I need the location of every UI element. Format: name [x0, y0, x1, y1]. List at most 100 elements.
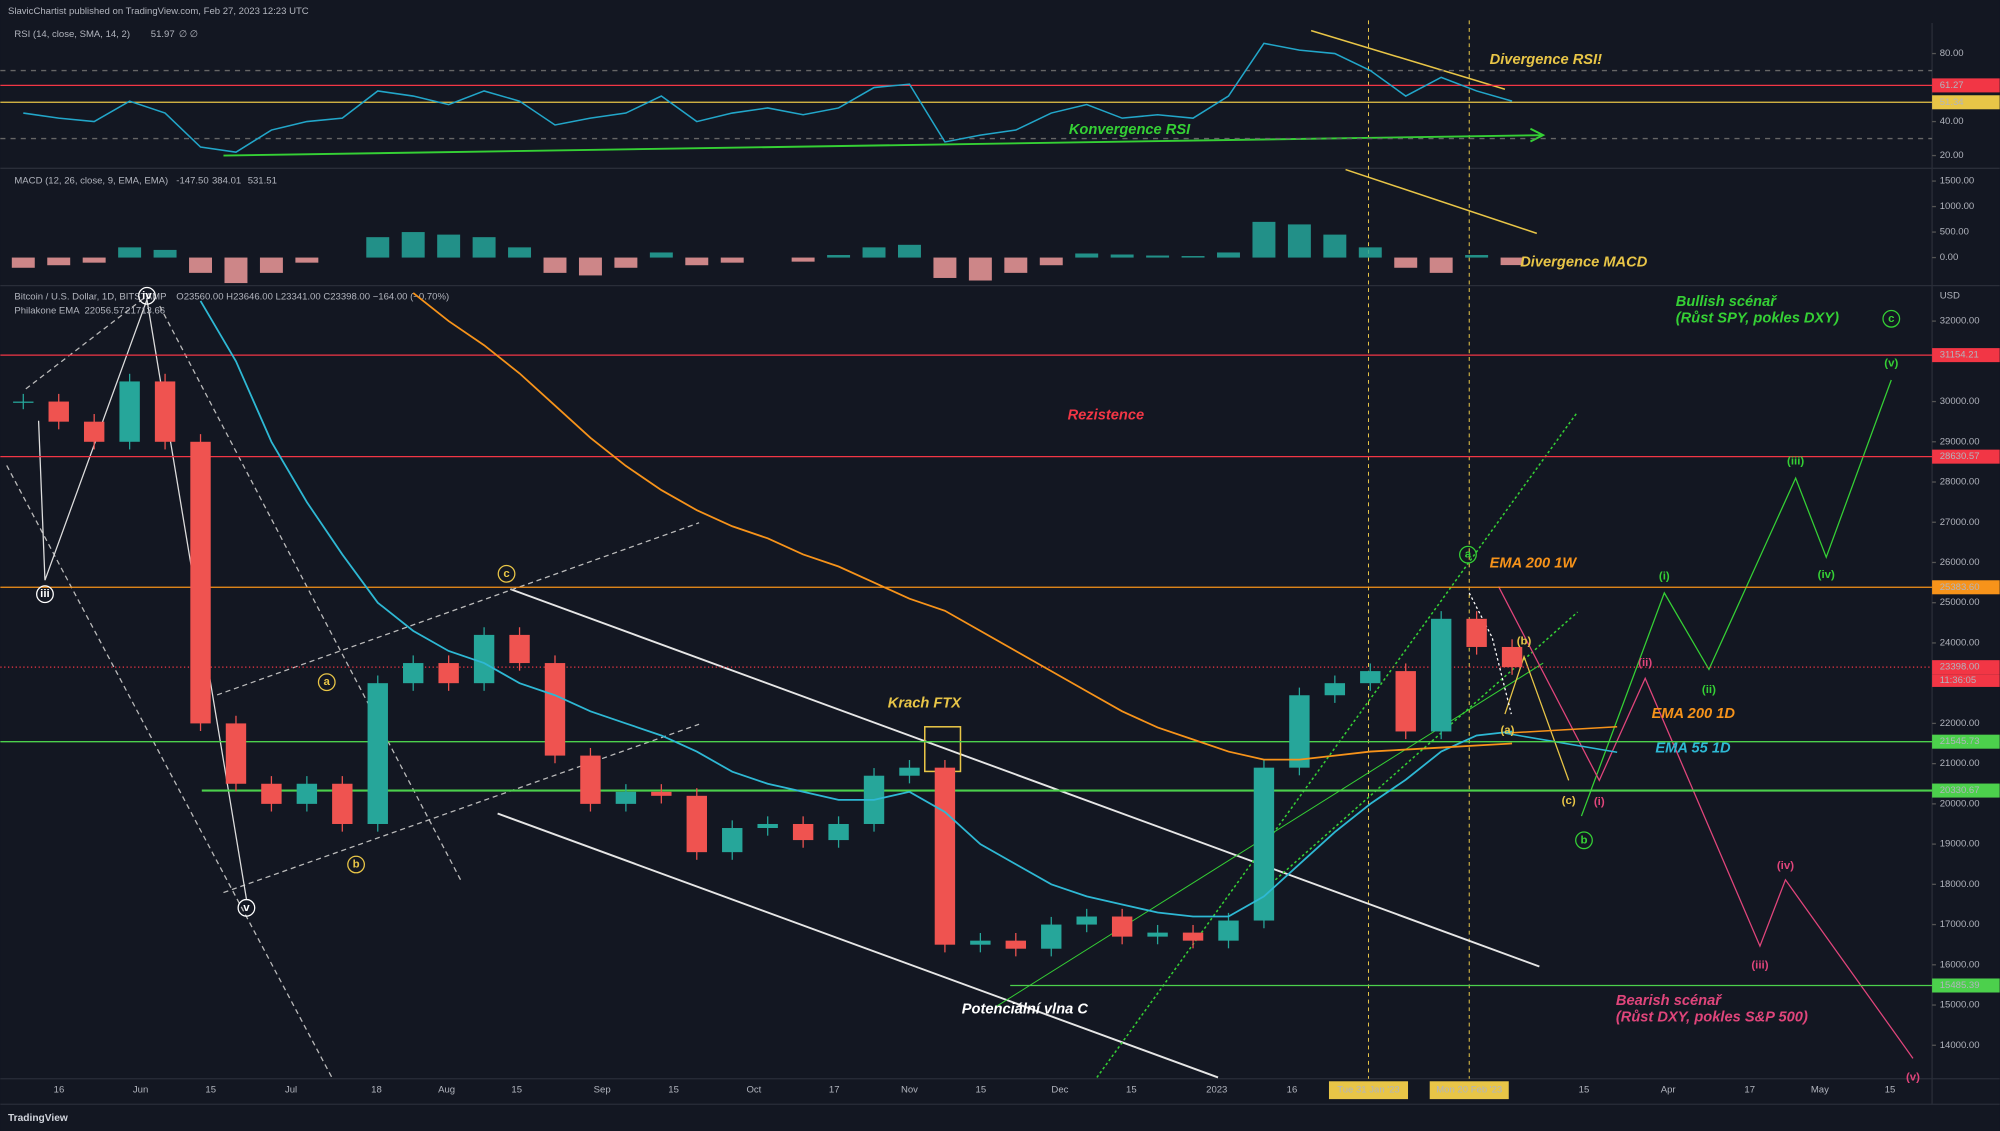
- candle: [828, 823, 849, 841]
- price-legend: Bitcoin / U.S. Dollar, 1D, BITSTAMP: [14, 292, 166, 303]
- candle: [1041, 924, 1062, 949]
- wave-circle: [1882, 309, 1901, 328]
- candle: [296, 783, 318, 804]
- y-tick-label: 22000.00: [1940, 718, 1980, 729]
- macd-bar: [827, 255, 851, 258]
- price-tag: [1932, 660, 2000, 675]
- macd-bar: [472, 237, 496, 258]
- rsi-line: [23, 42, 1513, 153]
- macd-bar: [649, 252, 673, 258]
- candle: [1182, 932, 1204, 941]
- macd-bar: [47, 257, 71, 266]
- macd-bar: [437, 234, 461, 258]
- ema-readout: 22056.57: [84, 306, 124, 317]
- price-tag-label: 28630.57: [1940, 451, 1980, 462]
- wave-label: (c): [1562, 795, 1576, 807]
- price-tag: [1932, 348, 2000, 363]
- x-tick-label: Oct: [746, 1085, 761, 1096]
- annotation: (Růst DXY, pokles S&P 500): [1616, 1009, 1808, 1025]
- macd-bar: [1465, 255, 1489, 258]
- wave-label: (iii): [1787, 456, 1804, 468]
- macd-bar: [614, 257, 638, 268]
- macd-bar: [1217, 252, 1240, 258]
- candle: [367, 683, 388, 824]
- wave-label: (ii): [1702, 684, 1716, 696]
- macd-bar: [1039, 257, 1063, 266]
- wave-label: (v): [1906, 1071, 1920, 1083]
- price-tag: [1932, 580, 2000, 595]
- y-tick-label: 40.00: [1940, 116, 1964, 127]
- price-tag: [1932, 449, 2000, 464]
- price-tag-label: 23398.00: [1940, 662, 1980, 673]
- y-tick-label: 30000.00: [1940, 396, 1980, 407]
- wave-circle: [1459, 545, 1477, 564]
- wave-circle: [1575, 831, 1593, 850]
- unit-label: USD: [1940, 290, 1960, 301]
- candle: [1501, 646, 1523, 668]
- macd-bar: [578, 257, 602, 276]
- candle: [899, 767, 920, 776]
- x-tick-label: 15: [1885, 1085, 1896, 1096]
- candle: [722, 828, 743, 853]
- wave-label: (i): [1659, 570, 1670, 582]
- macd-bar: [543, 257, 567, 273]
- wave-label: b: [1580, 834, 1587, 846]
- macd-bar: [897, 244, 921, 258]
- candle: [13, 401, 34, 403]
- x-tick-label: 18: [371, 1085, 382, 1096]
- candle: [48, 401, 69, 422]
- macd-readout: 384.01: [212, 176, 241, 187]
- macd-bar: [968, 257, 992, 281]
- macd-bar: [1500, 257, 1524, 266]
- price-tag-label: 20330.67: [1940, 785, 1980, 796]
- candle: [473, 634, 495, 684]
- candle: [225, 723, 247, 784]
- macd-bar: [1287, 224, 1311, 258]
- y-tick-label: 27000.00: [1940, 517, 1980, 528]
- macd-bar: [153, 249, 177, 258]
- price-tag-label: 31154.21: [1940, 350, 1979, 361]
- x-tick-label: Nov: [901, 1085, 918, 1096]
- macd-bar: [720, 257, 744, 263]
- annotation: (Růst SPY, pokles DXY): [1676, 311, 1839, 327]
- candle: [1253, 767, 1275, 921]
- candle: [1111, 916, 1133, 937]
- annotation: Krach FTX: [888, 696, 963, 712]
- wave-label: (i): [1594, 796, 1605, 808]
- candle: [332, 783, 353, 824]
- wave-circle: [237, 898, 256, 917]
- annotation: EMA 200 1W: [1490, 555, 1578, 571]
- macd-bar: [1252, 221, 1276, 258]
- annotation: EMA 55 1D: [1655, 740, 1731, 756]
- wave-circle: [497, 564, 516, 583]
- drawings: [6, 20, 1914, 1079]
- wave-label: v: [243, 902, 250, 914]
- candle: [1360, 671, 1381, 684]
- separators: [0, 22, 2000, 1105]
- candle: [757, 823, 778, 829]
- candle: [1289, 695, 1310, 768]
- wave-label: b: [353, 859, 360, 871]
- ema-legend: Philakone EMA: [14, 306, 80, 317]
- price-tag: [1932, 78, 2000, 93]
- wave-label: (b): [1517, 635, 1532, 647]
- macd-bar: [118, 247, 142, 258]
- candle: [1395, 671, 1416, 732]
- macd-bar: [1358, 247, 1382, 258]
- macd-bar: [401, 232, 425, 258]
- candle: [792, 823, 814, 841]
- y-tick-label: 20.00: [1940, 150, 1964, 161]
- candle: [403, 663, 424, 684]
- candle: [261, 783, 282, 804]
- wave-label: (iii): [1751, 959, 1768, 971]
- macd-bar: [791, 257, 815, 262]
- candle: [1005, 940, 1027, 949]
- macd-bar: [1146, 255, 1170, 258]
- annotation: Divergence MACD: [1520, 255, 1647, 271]
- countdown-tag: [1932, 674, 2000, 687]
- x-highlight: [1328, 1081, 1409, 1100]
- y-tick-label: 20000.00: [1940, 798, 1980, 809]
- candle: [934, 767, 956, 945]
